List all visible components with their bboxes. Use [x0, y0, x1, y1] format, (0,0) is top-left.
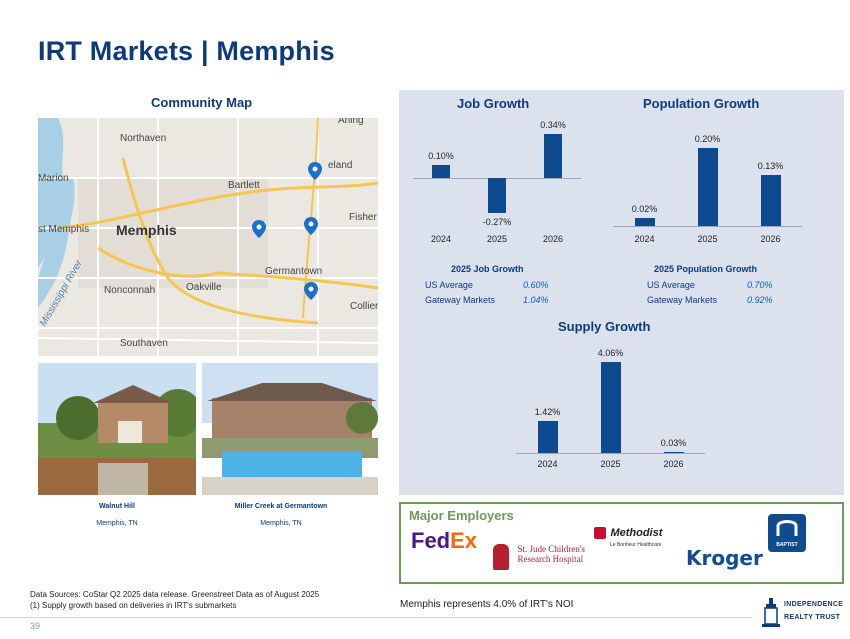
- map-label-germantown: Germantown: [265, 266, 323, 277]
- property-name: Miller Creek at Germantown: [234, 503, 328, 510]
- baptist-logo: BAPTIST: [768, 514, 806, 552]
- page-title: IRT Markets | Memphis: [38, 36, 335, 66]
- population-growth-heading: Population Growth: [643, 96, 760, 111]
- chart-category-label: 2026: [542, 234, 564, 244]
- chart-data-label: 0.34%: [540, 119, 566, 130]
- property-name: Walnut Hill: [99, 503, 135, 510]
- chart-category-label: 2024: [537, 459, 558, 469]
- data-sources-note: Data Sources: CoStar Q2 2025 data releas…: [30, 590, 320, 599]
- pop-gateway-label: Gateway Markets: [647, 295, 718, 305]
- walnut-hill-photo: [38, 363, 196, 495]
- chart-category-label: 2024: [634, 234, 655, 244]
- map-label-lakeland: eland: [328, 160, 353, 171]
- chart-category-label: 2025: [600, 459, 621, 469]
- chart-data-label: 0.03%: [660, 438, 687, 448]
- property-location: Memphis, TN: [96, 520, 138, 527]
- supply-growth-heading: Supply Growth: [558, 319, 651, 334]
- chart-data-label: 1.42%: [534, 407, 561, 418]
- chart-data-label: -0.27%: [482, 217, 512, 228]
- irt-logo: INDEPENDENCE REALTY TRUST: [762, 596, 847, 630]
- job-gateway-label: Gateway Markets: [425, 295, 496, 305]
- location-pin-icon[interactable]: [308, 162, 322, 180]
- walnut-hill-caption: Walnut Hill Memphis, TN: [32, 503, 202, 527]
- miller-creek-photo: [202, 363, 378, 495]
- map-label-bartlett: Bartlett: [228, 180, 260, 191]
- pop-gateway-value: 0.92%: [747, 295, 773, 305]
- map-roads: [38, 118, 378, 356]
- map-label-west-memphis: st Memphis: [38, 224, 90, 235]
- chart-category-label: 2024: [430, 234, 452, 244]
- major-employers-heading: Major Employers: [409, 508, 514, 523]
- methodist-logo: Methodist Le Bonheur Healthcare: [594, 524, 662, 548]
- property-location: Memphis, TN: [260, 520, 302, 527]
- map-label-southaven: Southaven: [120, 338, 168, 349]
- pop-us-average-value: 0.70%: [747, 280, 773, 290]
- st-jude-figure-icon: [493, 544, 509, 570]
- chart-category-label: 2025: [486, 234, 508, 244]
- map-label-fisher: Fisher: [349, 212, 377, 223]
- location-pin-icon[interactable]: [304, 217, 318, 235]
- job-growth-heading: Job Growth: [457, 96, 530, 111]
- map-label-marion: Marion: [38, 173, 69, 184]
- miller-creek-caption: Miller Creek at Germantown Memphis, TN: [196, 503, 366, 527]
- st-jude-logo: St. Jude Children's Research Hospital: [493, 544, 585, 570]
- map-label-nonconnah: Nonconnah: [104, 285, 156, 296]
- chart-bar: [600, 361, 621, 453]
- market-stats-panel: Job Growth Population Growth 0.10% 2024 -0…: [399, 90, 844, 495]
- job-gateway-value: 1.04%: [523, 295, 549, 305]
- chart-category-label: 2025: [697, 234, 718, 244]
- chart-baseline: [516, 453, 705, 454]
- chart-bar: [634, 218, 655, 226]
- map-label-oakville: Oakville: [186, 282, 222, 293]
- supply-footnote: (1) Supply growth based on deliveries in…: [30, 601, 237, 610]
- job-stat-heading: 2025 Job Growth: [451, 264, 524, 274]
- kroger-logo: Kroger: [686, 546, 763, 570]
- methodist-flame-icon: [594, 526, 606, 539]
- pop-us-average-label: US Average: [647, 280, 695, 290]
- baptist-arch-icon: [776, 520, 798, 536]
- chart-bar: [488, 178, 506, 214]
- pop-stat-heading: 2025 Population Growth: [654, 264, 758, 274]
- chart-data-label: 0.20%: [694, 134, 721, 144]
- footer-divider: [0, 617, 752, 618]
- chart-data-label: 0.13%: [757, 161, 784, 172]
- location-pin-icon[interactable]: [252, 220, 266, 238]
- job-us-average-label: US Average: [425, 280, 473, 290]
- noi-statement: Memphis represents 4.0% of IRT's NOI: [400, 599, 574, 610]
- map-label-arlington: Arling: [338, 118, 364, 126]
- chart-data-label: 0.02%: [631, 204, 658, 215]
- map-label-northaven: Northaven: [120, 133, 167, 144]
- chart-data-label: 4.06%: [597, 347, 624, 358]
- chart-category-label: 2026: [663, 459, 684, 469]
- chart-bar: [663, 452, 684, 453]
- chart-bar: [432, 165, 450, 178]
- fedex-logo: FedEx: [411, 528, 478, 553]
- building-icon: [762, 598, 780, 627]
- page-number: 39: [30, 621, 41, 631]
- map-label-memphis: Memphis: [116, 222, 177, 238]
- community-map[interactable]: Northaven Marion Bartlett Memphis st Mem…: [38, 118, 378, 356]
- community-map-heading: Community Map: [151, 95, 253, 110]
- chart-bar: [537, 421, 558, 453]
- chart-bar: [544, 133, 562, 178]
- job-us-average-value: 0.60%: [523, 280, 549, 290]
- chart-bar: [760, 175, 781, 226]
- chart-bar: [697, 148, 718, 226]
- chart-baseline: [613, 226, 802, 227]
- chart-category-label: 2026: [760, 234, 781, 244]
- major-employers-box: Major Employers FedEx Methodist Le Bonhe…: [399, 502, 844, 584]
- chart-data-label: 0.10%: [428, 151, 454, 161]
- location-pin-icon[interactable]: [304, 282, 318, 300]
- map-label-collier: Collier: [350, 301, 378, 312]
